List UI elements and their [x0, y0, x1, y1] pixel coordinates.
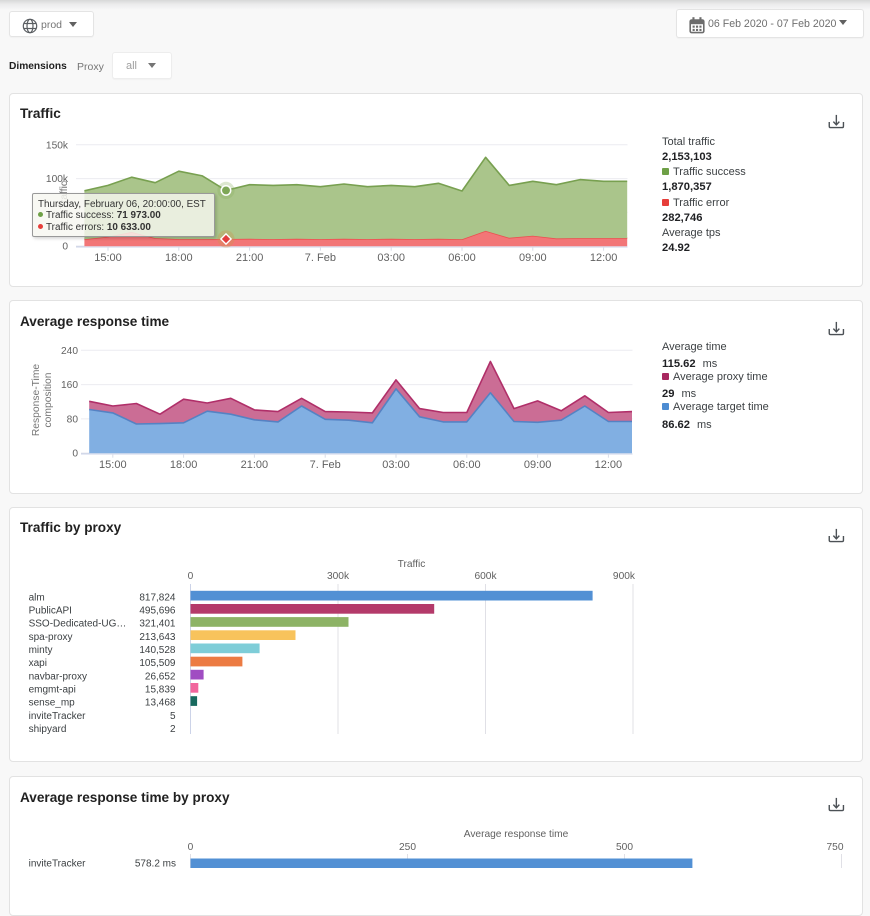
svg-text:300k: 300k — [327, 571, 350, 582]
svg-text:navbar-proxy: navbar-proxy — [29, 671, 87, 682]
svg-text:sense_mp: sense_mp — [29, 698, 76, 709]
svg-text:495,696: 495,696 — [139, 606, 176, 617]
svg-text:13,468: 13,468 — [145, 698, 176, 709]
svg-text:alm: alm — [29, 592, 45, 603]
svg-text:7. Feb: 7. Feb — [305, 252, 336, 264]
svg-text:03:00: 03:00 — [382, 459, 410, 471]
svg-text:0: 0 — [188, 571, 194, 582]
svg-text:PublicAPI: PublicAPI — [29, 606, 72, 617]
svg-text:09:00: 09:00 — [519, 252, 547, 264]
svg-text:spa-proxy: spa-proxy — [29, 632, 73, 643]
svg-text:105,509: 105,509 — [139, 658, 176, 669]
svg-text:Average response time: Average response time — [464, 829, 569, 840]
svg-text:750: 750 — [827, 842, 844, 853]
svg-text:21:00: 21:00 — [236, 252, 264, 264]
svg-text:03:00: 03:00 — [377, 252, 405, 264]
svg-text:5: 5 — [170, 711, 176, 722]
svg-text:213,643: 213,643 — [139, 632, 176, 643]
svg-text:80: 80 — [67, 414, 79, 425]
svg-text:578.2 ms: 578.2 ms — [135, 859, 176, 869]
svg-text:321,401: 321,401 — [139, 619, 176, 630]
svg-text:21:00: 21:00 — [241, 459, 269, 471]
svg-text:160: 160 — [61, 380, 78, 391]
svg-text:900k: 900k — [613, 571, 636, 582]
svg-text:Response-Time: Response-Time — [31, 364, 42, 437]
svg-text:100k: 100k — [46, 174, 69, 185]
svg-text:0: 0 — [72, 449, 78, 460]
svg-text:SSO-Dedicated-UG…: SSO-Dedicated-UG… — [29, 619, 127, 630]
svg-text:600k: 600k — [474, 571, 497, 582]
svg-text:12:00: 12:00 — [595, 459, 623, 471]
svg-text:inviteTracker: inviteTracker — [29, 859, 87, 869]
svg-text:15:00: 15:00 — [99, 459, 127, 471]
svg-text:xapi: xapi — [29, 658, 47, 669]
svg-text:15,839: 15,839 — [145, 685, 176, 696]
svg-text:inviteTracker: inviteTracker — [29, 711, 87, 722]
svg-text:emgmt-api: emgmt-api — [29, 685, 76, 696]
svg-text:2: 2 — [170, 724, 176, 735]
svg-text:250: 250 — [399, 842, 416, 853]
svg-text:shipyard: shipyard — [29, 724, 67, 735]
svg-text:140,528: 140,528 — [139, 645, 176, 656]
svg-text:26,652: 26,652 — [145, 671, 176, 682]
svg-text:0: 0 — [62, 242, 68, 253]
svg-text:0: 0 — [188, 842, 194, 853]
svg-text:09:00: 09:00 — [524, 459, 552, 471]
svg-text:Traffic: Traffic — [398, 559, 426, 570]
svg-text:7. Feb: 7. Feb — [310, 459, 341, 471]
svg-text:06:00: 06:00 — [453, 459, 481, 471]
svg-text:15:00: 15:00 — [94, 252, 122, 264]
svg-text:18:00: 18:00 — [165, 252, 193, 264]
svg-text:500: 500 — [616, 842, 633, 853]
svg-text:06:00: 06:00 — [448, 252, 476, 264]
svg-text:18:00: 18:00 — [170, 459, 198, 471]
svg-text:817,824: 817,824 — [139, 592, 176, 603]
svg-text:composition: composition — [43, 372, 54, 427]
svg-text:minty: minty — [29, 645, 53, 656]
svg-text:240: 240 — [61, 346, 78, 357]
svg-text:150k: 150k — [46, 140, 69, 151]
svg-text:12:00: 12:00 — [590, 252, 618, 264]
